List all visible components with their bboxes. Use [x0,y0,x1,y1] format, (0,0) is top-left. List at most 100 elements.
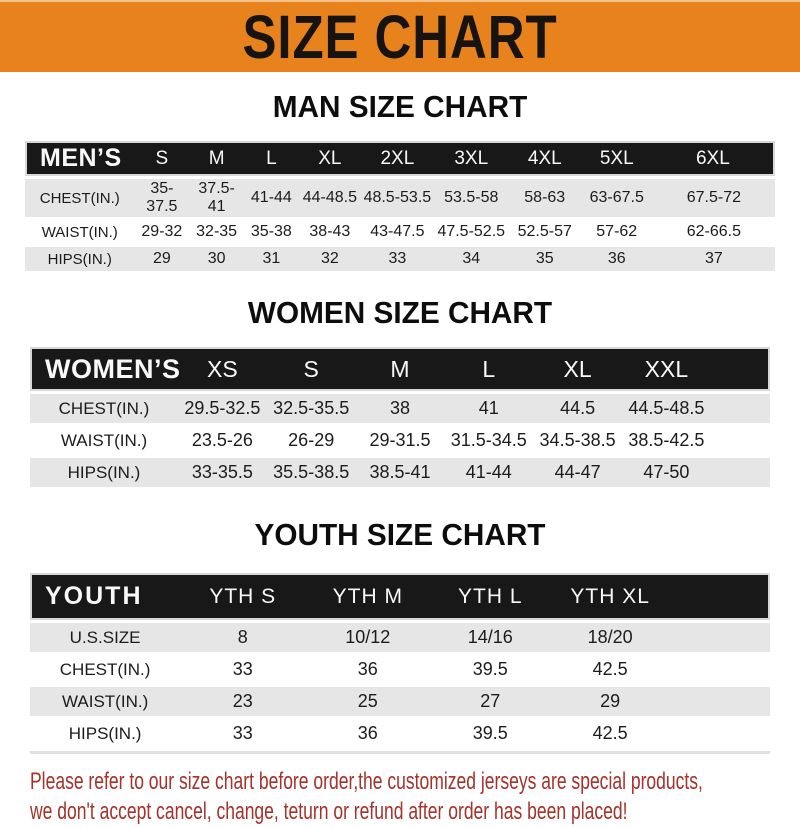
header-filler [670,573,770,620]
cell-filler [670,655,770,684]
size-cell: 41-44 [444,458,534,487]
footer-notice: Please refer to our size chart before or… [30,767,800,827]
size-cell: 43-47.5 [361,220,434,244]
row-label: WAIST(IN.) [25,220,135,244]
section-women: WOMEN SIZE CHART WOMEN’S XS S M L XL XXL CHEST(I… [0,274,800,490]
men-size-table: MEN’S S M L XL 2XL 3XL 4XL 5XL 6XL CHEST(IN.) 35-37… [25,138,775,274]
column-header: 3XL [433,141,509,176]
size-cell: 23 [180,687,306,716]
header-row: MEN’S S M L XL 2XL 3XL 4XL 5XL 6XL [25,141,775,176]
size-cell: 35-37.5 [134,179,190,217]
cell-filler [710,458,770,487]
size-cell: 29.5-32.5 [178,394,267,423]
men-header-label: MEN’S [25,141,135,176]
cell-filler [710,394,770,423]
size-cell: 33 [361,247,434,271]
table-row: CHEST(IN.) 35-37.5 37.5-41 41-44 44-48.5 48.5… [25,179,775,217]
men-section-title: MAN SIZE CHART [272,89,528,124]
header-row: YOUTH YTH S YTH M YTH L YTH XL [30,573,770,620]
size-cell: 57-62 [580,220,653,244]
column-header: M [189,141,244,176]
size-cell: 37.5-41 [189,179,244,217]
row-label: WAIST(IN.) [30,426,178,455]
row-label: WAIST(IN.) [30,687,181,716]
size-cell: 29-32 [134,220,190,244]
size-cell: 41 [444,394,534,423]
column-header: L [444,347,534,391]
header-row: WOMEN’S XS S M L XL XXL [30,347,770,391]
size-cell: 32.5-35.5 [266,394,356,423]
size-cell: 33 [180,655,306,684]
table-row: HIPS(IN.) 33-35.5 35.5-38.5 38.5-41 41-44 44-… [30,458,770,487]
size-cell: 31 [244,247,299,271]
column-header: YTH L [430,573,551,620]
youth-size-table: YOUTH YTH S YTH M YTH L YTH XL U.S.SIZE 8 10/12… [30,570,770,754]
size-cell: 38-43 [298,220,361,244]
row-label: CHEST(IN.) [25,179,135,217]
youth-section-title: YOUTH SIZE CHART [254,517,546,552]
column-header: 5XL [580,141,653,176]
table-row: WAIST(IN.) 23 25 27 29 [30,687,770,716]
size-cell: 35.5-38.5 [266,458,356,487]
size-cell: 44-47 [533,458,622,487]
size-cell: 39.5 [430,719,551,748]
size-cell: 33 [180,719,306,748]
row-label: CHEST(IN.) [30,655,181,684]
table-row: WAIST(IN.) 23.5-26 26-29 29-31.5 31.5-34.5 34… [30,426,770,455]
size-cell: 37 [652,247,775,271]
size-cell: 39.5 [430,655,551,684]
table-row: U.S.SIZE 8 10/12 14/16 18/20 [30,623,770,652]
size-cell: 35 [508,247,581,271]
row-label: HIPS(IN.) [30,719,181,748]
size-cell: 58-63 [508,179,581,217]
size-cell: 63-67.5 [580,179,653,217]
size-cell: 27 [430,687,551,716]
size-chart-sections: MAN SIZE CHART MEN’S S M L XL 2XL 3XL 4XL 5XL 6XL C… [0,72,800,754]
row-label: HIPS(IN.) [30,458,178,487]
size-cell: 47-50 [621,458,711,487]
size-cell: 30 [189,247,244,271]
size-cell: 32 [298,247,361,271]
section-men: MAN SIZE CHART MEN’S S M L XL 2XL 3XL 4XL 5XL 6XL C… [0,72,800,274]
cell-filler [670,687,770,716]
column-header: 4XL [508,141,581,176]
size-cell: 31.5-34.5 [444,426,534,455]
banner: SIZE CHART [0,0,800,72]
size-cell: 34 [433,247,509,271]
size-cell: 52.5-57 [508,220,581,244]
size-cell: 34.5-38.5 [533,426,622,455]
size-cell: 14/16 [430,623,551,652]
column-header: XL [298,141,361,176]
youth-header-label: YOUTH [30,573,181,620]
size-cell: 67.5-72 [652,179,775,217]
size-cell: 44-48.5 [298,179,361,217]
size-cell: 42.5 [550,719,671,748]
size-cell: 42.5 [550,655,671,684]
column-header: YTH S [180,573,306,620]
size-cell: 23.5-26 [178,426,267,455]
size-cell: 10/12 [305,623,431,652]
cell-filler [670,623,770,652]
column-header: XS [178,347,267,391]
size-cell: 25 [305,687,431,716]
page-title: SIZE CHART [242,2,558,72]
section-youth: YOUTH SIZE CHART YOUTH YTH S YTH M YTH L YTH … [0,490,800,754]
row-label: U.S.SIZE [30,623,181,652]
column-header: L [244,141,299,176]
size-cell: 38 [355,394,445,423]
column-header: M [355,347,445,391]
size-cell: 8 [180,623,306,652]
column-header: 2XL [361,141,434,176]
row-label: HIPS(IN.) [25,247,135,271]
column-header: S [266,347,356,391]
column-header: XXL [621,347,711,391]
women-header-label: WOMEN’S [30,347,180,391]
women-section-title: WOMEN SIZE CHART [247,295,553,330]
table-row: CHEST(IN.) 33 36 39.5 42.5 [30,655,770,684]
size-cell: 36 [305,719,431,748]
table-row: CHEST(IN.) 29.5-32.5 32.5-35.5 38 41 44.5 44.5… [30,394,770,423]
size-cell: 36 [580,247,653,271]
size-cell: 29-31.5 [355,426,445,455]
size-cell: 36 [305,655,431,684]
cell-filler [710,426,770,455]
